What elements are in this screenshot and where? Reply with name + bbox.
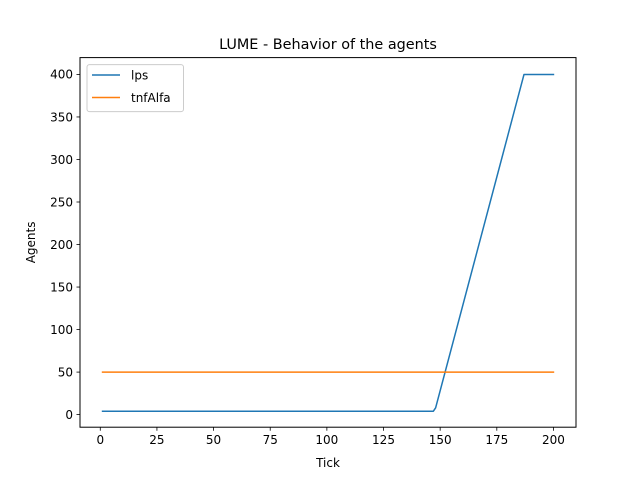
y-tick-label: 400 [50,68,73,82]
x-tick-label: 25 [149,433,164,447]
x-tick-label: 75 [263,433,278,447]
y-tick-label: 100 [50,323,73,337]
x-tick-label: 50 [206,433,221,447]
y-axis: 0 50 100 150 200 250 300 350 400 [50,68,80,422]
y-axis-title: Agents [24,222,38,264]
x-tick-label: 125 [372,433,395,447]
y-tick-label: 0 [65,408,73,422]
x-axis: 0 25 50 75 100 125 150 175 200 [96,427,565,447]
x-tick-label: 0 [96,433,104,447]
x-tick-label: 200 [542,433,565,447]
legend-label-lps: lps [131,68,148,82]
legend-label-tnfalfa: tnfAlfa [131,91,171,105]
x-axis-title: Tick [315,456,340,470]
legend-box [86,64,184,113]
y-tick-label: 250 [50,195,73,209]
plot-area [101,73,555,412]
chart-title: LUME - Behavior of the agents [219,37,437,53]
y-tick-label: 300 [50,153,73,167]
legend: lps tnfAlfa [86,64,184,113]
y-tick-label: 200 [50,238,73,252]
x-tick-label: 150 [429,433,452,447]
x-tick-label: 175 [485,433,508,447]
y-tick-label: 150 [50,280,73,294]
series-line-lps [101,73,555,412]
axes-frame [79,57,577,428]
x-tick-label: 100 [315,433,338,447]
y-tick-label: 50 [58,365,73,379]
y-tick-label: 350 [50,110,73,124]
